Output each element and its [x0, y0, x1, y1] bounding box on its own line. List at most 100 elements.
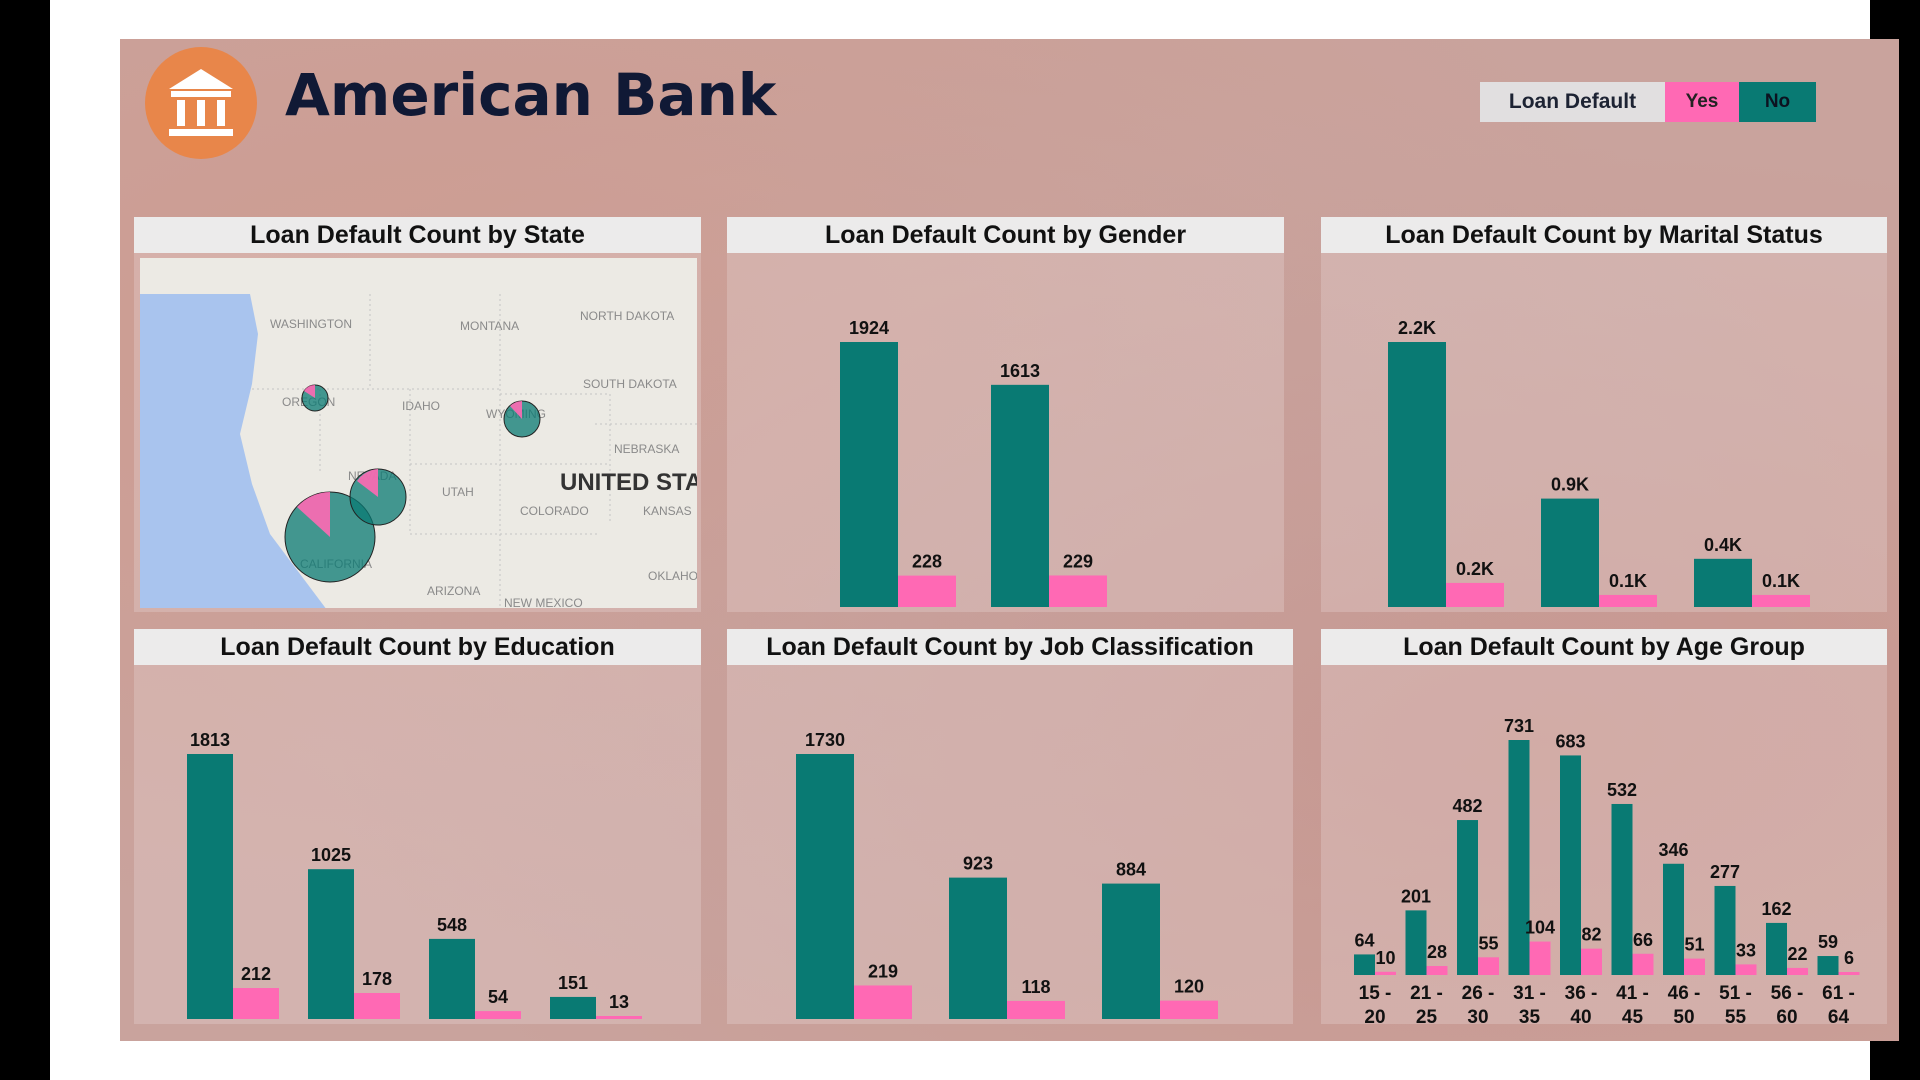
- age-chart-panel: Loan Default Count by Age Group 64 10 15 -…: [1321, 629, 1887, 1024]
- marital-chart: 2.2K0.2KMarried0.9K0.1KSingle0.4K0.1KDiv…: [1388, 318, 1810, 607]
- bar-yes-0[interactable]: [233, 988, 279, 1019]
- category-label: 36 -: [1565, 983, 1598, 1004]
- bar-yes-2[interactable]: [1160, 1000, 1218, 1019]
- data-label: 64: [1354, 930, 1374, 950]
- bar-yes-1[interactable]: [1426, 965, 1448, 975]
- bar-yes-4[interactable]: [1581, 948, 1602, 975]
- bar-no-0[interactable]: [796, 754, 854, 1019]
- category-label: 60: [1776, 1007, 1797, 1024]
- pie-nevada[interactable]: [349, 468, 407, 526]
- bar-no-0[interactable]: [840, 342, 898, 607]
- marital-chart-panel: Loan Default Count by Marital Status 2.2…: [1321, 217, 1887, 612]
- data-label: 923: [963, 854, 993, 874]
- bar-no-2[interactable]: [1694, 558, 1752, 607]
- bar-no-1[interactable]: [308, 869, 354, 1019]
- data-label: 1924: [849, 318, 889, 338]
- bar-yes-9[interactable]: [1838, 972, 1860, 975]
- legend-label: Loan Default: [1480, 82, 1665, 122]
- map-label-south-dakota: SOUTH DAKOTA: [583, 377, 677, 391]
- bar-no-0[interactable]: [1388, 342, 1446, 607]
- bar-no-6[interactable]: [1663, 863, 1684, 975]
- bar-no-0[interactable]: [1354, 954, 1375, 975]
- bar-yes-1[interactable]: [1049, 575, 1107, 607]
- map-label-idaho: IDAHO: [402, 399, 440, 413]
- bank-building-icon: [169, 69, 233, 136]
- map-label-oklahoma: OKLAHOMA: [648, 569, 697, 583]
- state-map-panel: Loan Default Count by State WASHINGTON: [134, 217, 701, 612]
- bar-yes-0[interactable]: [898, 575, 956, 607]
- job-chart-panel: Loan Default Count by Job Classification…: [727, 629, 1293, 1024]
- data-label: 1813: [190, 730, 230, 750]
- category-label: 45: [1622, 1007, 1644, 1024]
- panel-title: Loan Default Count by Age Group: [1321, 629, 1887, 665]
- state-map[interactable]: WASHINGTON MONTANA NORTH DAKOTA OREGON I…: [140, 258, 697, 608]
- bar-no-4[interactable]: [1560, 755, 1581, 975]
- category-label: 20: [1364, 1007, 1385, 1024]
- bar-no-1[interactable]: [949, 877, 1007, 1019]
- bar-no-7[interactable]: [1714, 885, 1736, 975]
- data-label: 59: [1818, 932, 1838, 952]
- map-label-new-mexico: NEW MEXICO: [504, 596, 583, 608]
- bar-yes-2[interactable]: [1752, 594, 1810, 607]
- bar-yes-0[interactable]: [1375, 971, 1396, 975]
- bar-yes-0[interactable]: [854, 985, 912, 1019]
- loan-default-legend: Loan Default Yes No: [1480, 82, 1816, 122]
- bar-yes-2[interactable]: [475, 1011, 521, 1019]
- pie-california[interactable]: [284, 491, 376, 583]
- data-label: 0.1K: [1609, 571, 1647, 591]
- data-label: 482: [1452, 796, 1482, 816]
- bar-no-3[interactable]: [1508, 740, 1530, 975]
- bar-no-1[interactable]: [1405, 910, 1427, 975]
- legend-no[interactable]: No: [1739, 82, 1816, 122]
- bar-no-8[interactable]: [1766, 922, 1787, 975]
- bar-no-0[interactable]: [187, 754, 233, 1019]
- bar-yes-1[interactable]: [1599, 594, 1657, 607]
- bar-yes-5[interactable]: [1632, 953, 1654, 975]
- bar-yes-2[interactable]: [1478, 957, 1499, 975]
- job-chart: 1730219White Collar923118Blue Collar8841…: [796, 730, 1218, 1019]
- map-label-country: UNITED STATES: [560, 469, 697, 496]
- bar-no-1[interactable]: [1541, 498, 1599, 607]
- bar-no-2[interactable]: [1457, 820, 1478, 975]
- data-label: 82: [1581, 925, 1601, 945]
- map-label-utah: UTAH: [442, 485, 474, 499]
- pie-wyoming[interactable]: [503, 400, 541, 438]
- pie-oregon[interactable]: [301, 384, 329, 412]
- category-label: 56 -: [1771, 983, 1804, 1004]
- bar-yes-0[interactable]: [1446, 582, 1504, 607]
- bar-yes-3[interactable]: [1529, 941, 1551, 975]
- data-label: 277: [1710, 862, 1740, 882]
- category-label: 46 -: [1668, 983, 1701, 1004]
- data-label: 548: [437, 915, 467, 935]
- bar-no-2[interactable]: [429, 938, 475, 1019]
- data-label: 201: [1401, 886, 1431, 906]
- panel-title: Loan Default Count by State: [134, 217, 701, 253]
- category-label: 40: [1570, 1007, 1591, 1024]
- bar-yes-8[interactable]: [1787, 967, 1808, 975]
- bar-yes-3[interactable]: [596, 1016, 642, 1019]
- bar-yes-6[interactable]: [1684, 958, 1705, 975]
- bar-no-9[interactable]: [1817, 956, 1839, 975]
- bar-yes-7[interactable]: [1735, 964, 1757, 975]
- legend-yes[interactable]: Yes: [1665, 82, 1739, 122]
- gender-chart-panel: Loan Default Count by Gender 1924228Male…: [727, 217, 1284, 612]
- data-label: 2.2K: [1398, 318, 1436, 338]
- state-borders: [252, 294, 697, 608]
- category-label: 64: [1828, 1007, 1850, 1024]
- bar-no-5[interactable]: [1611, 803, 1633, 975]
- bar-yes-1[interactable]: [354, 992, 400, 1019]
- category-label: 21 -: [1410, 983, 1443, 1004]
- data-label: 0.2K: [1456, 559, 1494, 579]
- category-label: 50: [1673, 1007, 1694, 1024]
- data-label: 120: [1174, 977, 1204, 997]
- panel-title: Loan Default Count by Marital Status: [1321, 217, 1887, 253]
- data-label: 178: [362, 969, 392, 989]
- data-label: 1613: [1000, 361, 1040, 381]
- bar-yes-1[interactable]: [1007, 1000, 1065, 1019]
- bar-no-3[interactable]: [550, 996, 596, 1019]
- data-label: 28: [1427, 942, 1447, 962]
- data-label: 33: [1736, 940, 1756, 960]
- bar-no-2[interactable]: [1102, 883, 1160, 1019]
- bar-no-1[interactable]: [991, 384, 1049, 607]
- data-label: 0.4K: [1704, 535, 1742, 555]
